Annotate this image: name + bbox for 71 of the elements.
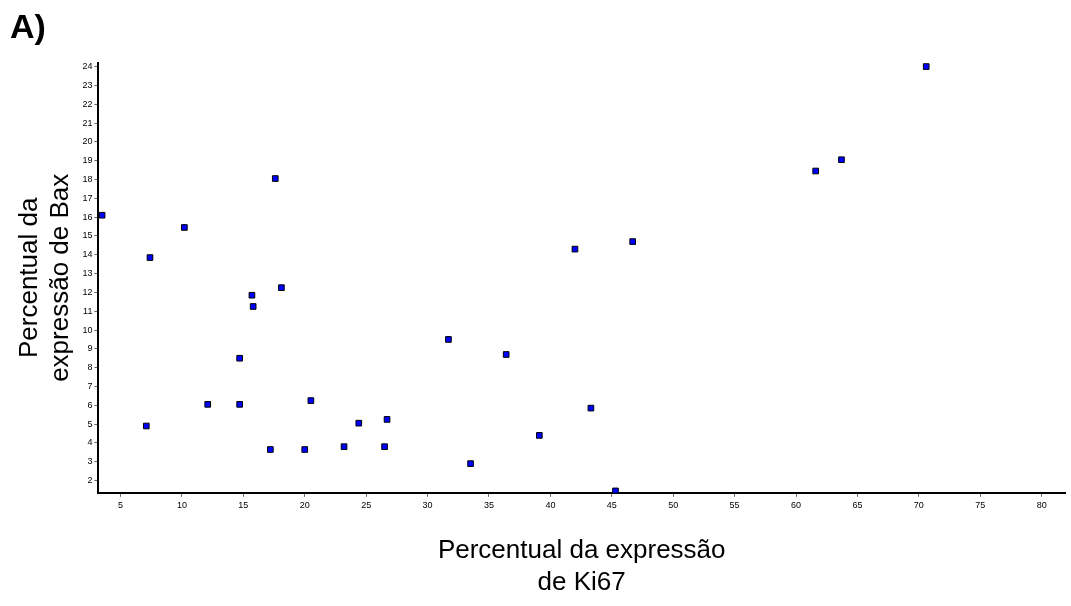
point [381,443,388,451]
x-tick-label: 55 [729,499,740,510]
y-tick-label: 16 [82,211,93,222]
x-tick-label: 5 [118,499,124,510]
point [383,416,391,423]
point [355,419,363,427]
y-tick-label: 19 [82,155,93,166]
point [612,487,619,493]
chart-title: A) [10,6,46,45]
x-tick-label: 10 [176,499,187,510]
x-tick-label: 30 [422,499,433,510]
point [98,211,106,219]
y-tick-label: 6 [87,399,93,410]
y-tick-label: 4 [87,437,93,448]
y-tick-label: 17 [82,192,93,203]
point [307,397,315,404]
y-tick-label: 23 [82,79,93,90]
point [236,354,243,362]
y-tick-label: 12 [82,286,93,297]
y-tick-label: 15 [82,230,93,241]
point [142,422,150,430]
point [340,443,348,451]
x-tick-label: 15 [238,499,249,510]
point [812,167,820,175]
point [267,446,274,453]
y-tick-label: 18 [82,173,93,184]
y-tick-label: 9 [87,343,93,354]
point [536,432,543,439]
x-tick-label: 60 [791,499,802,510]
point [181,224,188,231]
point [587,404,595,412]
x-tick-label: 45 [606,499,617,510]
y-tick-label: 14 [82,249,93,260]
point [204,401,212,408]
x-tick-label: 70 [913,499,924,510]
y-tick-label: 21 [82,117,93,128]
point [629,238,636,245]
y-tick-label: 20 [82,136,93,147]
x-tick-label: 25 [361,499,372,510]
y-tick-label: 13 [82,268,93,279]
x-tick-label: 20 [299,499,310,510]
y-tick-label: 3 [87,456,93,467]
point [467,460,474,467]
y-tick-label: 24 [82,61,93,72]
y-axis-title: Percentual da expressão de Bax [12,173,74,382]
x-axis-title: Percentual da expressão de Ki67 [437,534,726,596]
y-tick-label: 11 [83,305,93,316]
y-tick-label: 22 [82,98,93,109]
point [248,291,256,299]
x-tick-label: 35 [483,499,494,510]
point [571,245,579,253]
y-tick-label: 8 [87,362,93,373]
point [445,336,452,343]
point [502,351,510,358]
y-tick-label: 10 [82,324,93,335]
y-tick-label: 2 [87,475,93,486]
point [271,175,279,182]
point [249,303,257,310]
point [838,156,845,164]
x-tick-label: 50 [668,499,679,510]
point [236,401,243,408]
point [146,254,154,261]
x-tick-label: 65 [852,499,863,510]
y-tick-label: 5 [87,418,93,429]
point [301,446,309,453]
point [278,284,285,292]
y-tick-label: 7 [87,380,93,391]
point [922,63,930,70]
x-tick-label: 40 [545,499,556,510]
x-tick-label: 80 [1036,499,1047,510]
x-tick-label: 75 [975,499,986,510]
